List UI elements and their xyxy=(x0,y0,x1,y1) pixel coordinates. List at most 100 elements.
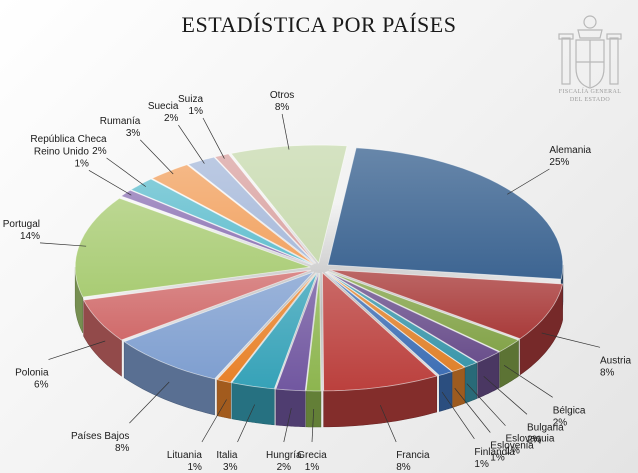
pie-slice-grecia xyxy=(305,272,322,392)
pct-label-finlandia: 1% xyxy=(474,459,489,470)
leader-line-suecia xyxy=(178,124,205,164)
pie-slice-eslovenia xyxy=(325,271,466,372)
pie-slice-alemania xyxy=(327,147,564,280)
label-grecia: Grecia xyxy=(297,450,327,461)
leader-line-alemania xyxy=(507,168,550,195)
pie-tops xyxy=(74,144,564,392)
label-francia: Francia xyxy=(396,450,430,461)
pct-label-alemania: 25% xyxy=(549,157,569,168)
pie-slice-belgica xyxy=(327,270,520,352)
pie-slice-austria xyxy=(329,269,564,340)
pct-label-otros: 8% xyxy=(275,102,290,113)
pct-label-bulgaria: 2% xyxy=(527,434,542,445)
leader-line-rumania xyxy=(140,139,174,175)
pct-label-paises-bajos: 8% xyxy=(115,443,130,454)
pie-slice-side-grecia xyxy=(305,390,322,428)
leader-line-suiza xyxy=(202,117,225,159)
leader-line-bulgaria xyxy=(483,376,528,415)
pie-slice-otros xyxy=(230,144,348,264)
leader-line-paises-bajos xyxy=(129,381,170,424)
label-reino-unido: Reino Unido xyxy=(34,146,89,157)
pie-slice-reino-unido xyxy=(120,189,313,266)
pct-label-hungria: 2% xyxy=(277,462,292,473)
pie-slice-francia xyxy=(322,271,438,392)
label-rumania: Rumanía xyxy=(100,116,141,127)
pie-slice-paises-bajos xyxy=(123,271,314,380)
label-eslovaquia: Eslovaquia xyxy=(506,434,555,445)
label-bulgaria: Bulgaria xyxy=(527,422,564,433)
pct-label-grecia: 1% xyxy=(305,462,320,473)
leader-line-republica-checa xyxy=(106,157,147,187)
pie-slice-side-finlandia xyxy=(439,371,453,412)
pct-label-republica-checa: 2% xyxy=(92,146,107,157)
pie-slice-side-hungria xyxy=(275,388,306,428)
pct-label-austria: 8% xyxy=(600,367,615,378)
pie-slice-finlandia xyxy=(324,271,453,376)
leader-line-francia xyxy=(379,405,397,443)
pct-label-suecia: 2% xyxy=(164,113,179,124)
leader-lines xyxy=(39,113,601,443)
leader-line-eslovenia xyxy=(454,387,491,433)
pie-slice-hungria xyxy=(275,272,320,392)
label-otros: Otros xyxy=(270,90,294,101)
leader-line-reino-unido xyxy=(88,169,132,196)
pct-label-rumania: 3% xyxy=(126,128,141,139)
label-hungria: Hungría xyxy=(266,450,302,461)
label-polonia: Polonia xyxy=(15,368,49,379)
label-belgica: Bélgica xyxy=(553,405,586,416)
leader-line-finlandia xyxy=(441,391,475,439)
leader-line-eslovaquia xyxy=(466,383,506,426)
pct-label-eslovaquia: 1% xyxy=(506,446,521,457)
label-republica-checa: República Checa xyxy=(30,134,107,145)
label-lituania: Lituania xyxy=(167,450,202,461)
pie-slice-lituania xyxy=(216,272,317,383)
pie-slice-rumania xyxy=(151,164,315,265)
leader-line-italia xyxy=(237,404,256,443)
label-portugal: Portugal xyxy=(3,219,40,230)
pie-slice-side-italia xyxy=(231,382,275,426)
label-eslovenia: Eslovenia xyxy=(490,441,534,452)
pct-label-lituania: 1% xyxy=(187,462,202,473)
pie-slice-portugal xyxy=(74,197,311,298)
chart-title: ESTADÍSTICA POR PAÍSES xyxy=(181,12,457,37)
pct-label-francia: 8% xyxy=(396,462,411,473)
leader-line-belgica xyxy=(503,365,553,398)
leader-line-portugal xyxy=(39,242,87,247)
label-italia: Italia xyxy=(216,450,238,461)
pie-sides xyxy=(74,264,564,428)
leader-line-austria xyxy=(541,332,601,348)
label-alemania: Alemania xyxy=(549,145,591,156)
leader-line-hungria xyxy=(283,408,292,443)
pie-slice-italia xyxy=(231,272,318,390)
pie-slice-bulgaria xyxy=(326,271,500,363)
pct-label-suiza: 1% xyxy=(189,106,204,117)
leader-line-otros xyxy=(281,113,290,150)
label-austria: Austria xyxy=(600,355,632,366)
pct-label-reino-unido: 1% xyxy=(74,158,89,169)
pie-slice-polonia xyxy=(82,269,312,341)
pie-slice-suiza xyxy=(214,153,317,264)
pie-slice-republica-checa xyxy=(130,178,313,265)
label-suiza: Suiza xyxy=(178,94,203,105)
leader-line-grecia xyxy=(311,408,315,443)
logo-caption-line1: FISCALÍA GENERAL xyxy=(558,89,622,95)
logo-caption-line2: DEL ESTADO xyxy=(569,97,611,103)
label-finlandia: Finlandia xyxy=(474,447,515,458)
pie-slice-suecia xyxy=(187,156,316,264)
leader-line-lituania xyxy=(201,399,227,443)
label-paises-bajos: Países Bajos xyxy=(71,431,129,442)
fiscalia-coat-of-arms-logo xyxy=(558,15,622,89)
label-suecia: Suecia xyxy=(148,101,179,112)
pct-label-belgica: 2% xyxy=(553,417,568,428)
pct-label-eslovenia: 1% xyxy=(490,453,505,464)
pct-label-italia: 3% xyxy=(223,462,238,473)
pct-label-polonia: 6% xyxy=(34,380,49,391)
slice-labels: Alemania25%Austria8%Bélgica2%Bulgaria2%E… xyxy=(3,90,632,473)
pie-slice-eslovaquia xyxy=(325,271,478,368)
pct-label-portugal: 14% xyxy=(20,231,40,242)
logo-caption: FISCALÍA GENERAL DEL ESTADO xyxy=(548,88,632,104)
pie-slice-side-eslovaquia xyxy=(464,362,478,404)
leader-line-polonia xyxy=(48,340,106,360)
pie-slice-side-eslovenia xyxy=(452,366,465,408)
